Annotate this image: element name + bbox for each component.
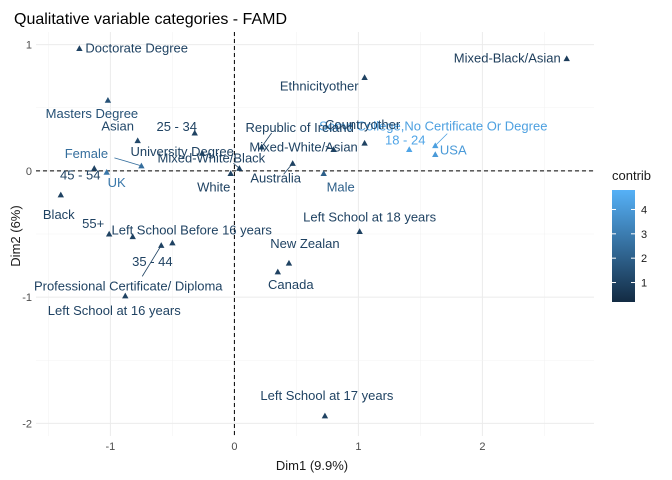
category-point: [76, 45, 83, 51]
category-point: [134, 137, 141, 144]
category-point: [104, 96, 112, 103]
chart-title: Qualitative variable categories - FAMD: [14, 11, 287, 28]
category-label: Mixed-White/Asian: [249, 139, 357, 154]
label-leader-line: [141, 245, 162, 277]
category-point: [406, 146, 413, 152]
category-point: [169, 239, 176, 246]
x-tick-label: 0: [231, 441, 237, 453]
category-label: Mixed-Black/Asian: [454, 51, 561, 66]
y-tick-label: 0: [26, 166, 32, 178]
reference-lines: [36, 32, 594, 436]
category-point: [198, 150, 206, 156]
category-label: Doctorate Degree: [85, 40, 188, 55]
category-label: Asian: [101, 119, 134, 134]
category-label: Left School at 18 years: [303, 209, 436, 224]
x-tick-label: 1: [355, 441, 361, 453]
category-label: Australia: [250, 170, 301, 185]
category-label: 18 - 24: [385, 132, 425, 147]
category-label: 35 - 44: [132, 254, 172, 269]
category-label: Professional Certificate/ Diploma: [34, 278, 223, 293]
y-tick-label: 1: [26, 40, 32, 52]
legend-color-bar: [612, 190, 635, 302]
category-label: Left School at 16 years: [48, 303, 181, 318]
category-label: Republic of Ireland: [245, 120, 353, 135]
category-point: [356, 228, 363, 235]
category-point: [57, 191, 64, 198]
legend-tick-label: 2: [641, 253, 647, 265]
point-labels: Doctorate Degree Mixed-Black/Asian Ethnici…: [34, 40, 561, 402]
category-point: [289, 160, 296, 166]
category-point: [320, 170, 327, 176]
data-points: [57, 45, 570, 419]
contrib-legend: contrib 1 2 3 4: [612, 168, 651, 302]
legend-ticks: 1 2 3 4: [612, 204, 647, 290]
legend-tick-label: 3: [641, 229, 647, 241]
category-label: Left School at 17 years: [260, 388, 393, 403]
category-point: [361, 74, 368, 81]
category-point: [432, 151, 439, 158]
label-leader-line: [283, 163, 293, 175]
legend-title: contrib: [612, 168, 651, 183]
category-label: Canada: [268, 277, 314, 292]
category-point: [563, 55, 570, 62]
y-tick-label: -1: [22, 292, 32, 304]
category-label: Left School Before 16 years: [112, 223, 273, 238]
category-label: Ethnicityother: [280, 78, 359, 93]
category-label: UK: [108, 175, 126, 190]
category-label: 25 - 34: [156, 119, 196, 134]
category-point: [274, 268, 281, 275]
category-label: Female: [65, 146, 108, 161]
y-axis-title: Dim2 (6%): [8, 205, 23, 266]
category-label: Masters Degree: [46, 106, 138, 121]
category-label: Some College,No Certificate Or Degree: [319, 119, 547, 134]
category-label: White: [197, 179, 230, 194]
category-point: [91, 165, 98, 171]
y-tick-label: -2: [22, 418, 32, 430]
category-label: USA: [440, 142, 467, 157]
category-label: 45 - 54: [60, 167, 100, 182]
category-label: Male: [327, 179, 355, 194]
category-point: [321, 412, 329, 419]
axis-ticks: -1 0 1 2 -2 -1 0 1: [22, 40, 485, 453]
label-leaders: [114, 132, 448, 277]
legend-tick-label: 4: [641, 204, 647, 216]
label-leader-line: [325, 146, 334, 150]
category-point: [129, 233, 136, 240]
category-point: [191, 129, 198, 136]
category-point: [227, 170, 234, 176]
label-leader-line: [233, 163, 240, 169]
category-point: [103, 168, 110, 175]
x-tick-label: -1: [106, 441, 116, 453]
category-label: Black: [43, 207, 75, 222]
category-label: Mixed-White/Black: [158, 150, 266, 165]
x-axis-title: Dim1 (9.9%): [276, 458, 348, 473]
legend-tick-label: 1: [641, 278, 647, 290]
category-label: University Degree: [130, 144, 233, 159]
label-leader-line: [114, 157, 142, 167]
category-label: Countryother: [325, 117, 401, 132]
category-label: New Zealan: [270, 236, 339, 251]
category-point: [158, 242, 165, 248]
category-point: [122, 292, 129, 299]
category-label: 55+: [82, 216, 104, 231]
label-leader-line: [261, 132, 273, 148]
category-point: [361, 139, 368, 146]
label-leader-line: [434, 133, 448, 146]
x-tick-label: 2: [479, 441, 485, 453]
category-point: [285, 259, 293, 266]
category-point: [105, 230, 113, 237]
